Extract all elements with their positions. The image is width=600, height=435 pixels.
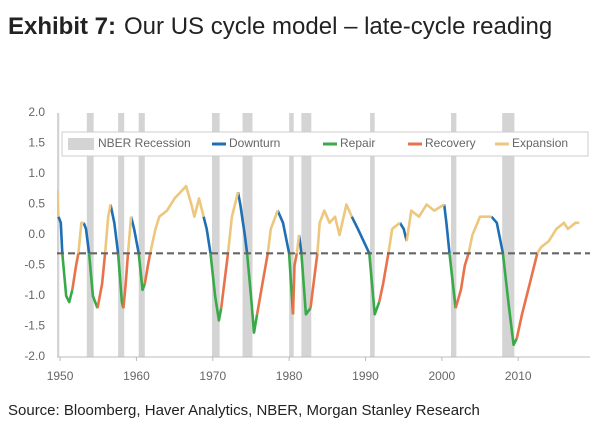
series-line	[57, 192, 505, 254]
x-tick-label: 1980	[276, 369, 303, 383]
x-tick-label: 1990	[352, 369, 379, 383]
recession-band	[370, 113, 375, 357]
legend-label: Recovery	[425, 136, 476, 150]
x-tick-label: 1950	[47, 369, 74, 383]
recession-band	[301, 113, 312, 357]
legend-swatch	[68, 138, 94, 150]
legend-label: Repair	[340, 136, 375, 150]
x-tick-label: 2010	[505, 369, 532, 383]
series-line	[61, 253, 518, 347]
recession-band	[86, 113, 94, 357]
title-block: Exhibit 7: Our US cycle model – late-cycl…	[8, 10, 558, 44]
recession-band	[138, 113, 145, 357]
y-tick-label: 0.5	[28, 197, 45, 211]
y-tick-label: 1.5	[28, 136, 45, 150]
y-tick-label: -1.5	[24, 319, 45, 333]
y-tick-label: 0.0	[28, 227, 45, 241]
y-tick-label: -1.0	[24, 288, 45, 302]
recession-band	[502, 113, 515, 357]
legend-label: Expansion	[512, 136, 568, 150]
y-tick-label: -2.0	[24, 349, 45, 363]
source-note: Source: Bloomberg, Haver Analytics, NBER…	[8, 402, 480, 419]
recession-band	[57, 113, 60, 357]
recession-band	[118, 113, 125, 357]
recession-band	[242, 113, 253, 357]
recession-band	[289, 113, 294, 357]
series-line	[71, 252, 539, 339]
chart-title: Our US cycle model – late-cycle reading	[124, 13, 553, 40]
x-tick-label: 2000	[429, 369, 456, 383]
series-line	[57, 184, 580, 254]
legend-label: Downturn	[229, 136, 280, 150]
x-tick-label: 1960	[123, 369, 150, 383]
y-tick-label: 2.0	[28, 105, 45, 119]
x-tick-label: 1970	[199, 369, 226, 383]
y-tick-label: -0.5	[24, 258, 45, 272]
legend-label: NBER Recession	[98, 136, 191, 150]
recession-band	[212, 113, 220, 357]
recession-band	[451, 113, 457, 357]
exhibit-label: Exhibit 7:	[8, 13, 117, 40]
y-tick-label: 1.0	[28, 166, 45, 180]
